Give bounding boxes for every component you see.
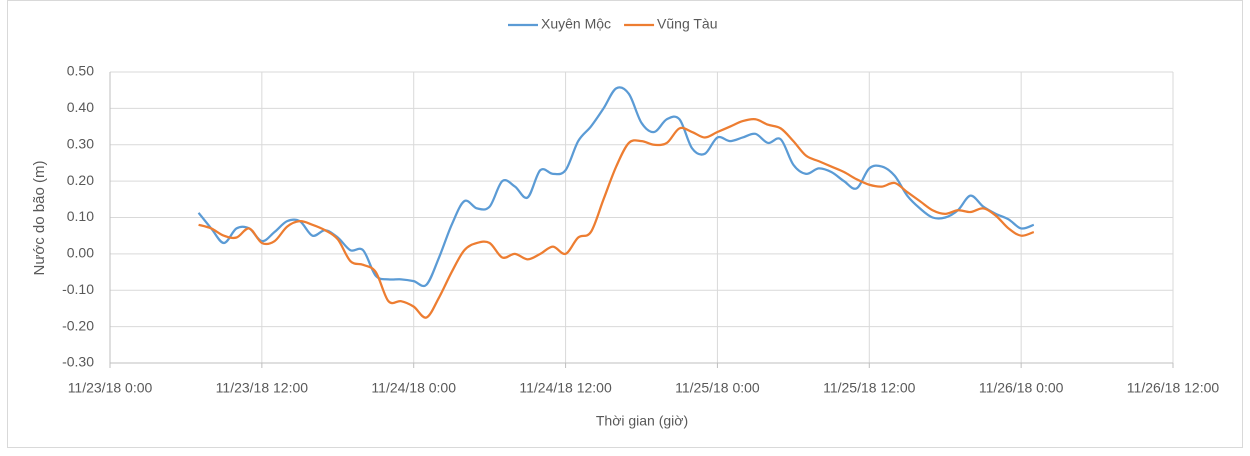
chart-border	[7, 0, 1243, 448]
x-tick-label: 11/25/18 0:00	[675, 380, 760, 396]
x-tick-label: 11/26/18 0:00	[979, 380, 1064, 396]
y-tick-label: 0.00	[67, 245, 94, 261]
y-tick-label: -0.30	[62, 354, 94, 370]
x-tick-label: 11/24/18 0:00	[371, 380, 456, 396]
y-tick-label: 0.40	[67, 99, 94, 115]
x-tick-label: 11/25/18 12:00	[823, 380, 916, 396]
legend-label: Xuyên Mộc	[541, 16, 611, 32]
x-tick-label: 11/24/18 12:00	[519, 380, 612, 396]
legend-label: Vũng Tàu	[657, 16, 717, 32]
y-tick-label: -0.20	[62, 317, 94, 333]
y-tick-label: 0.10	[67, 208, 94, 224]
y-axis-title: Nước do bão (m)	[31, 161, 48, 276]
x-tick-label: 11/23/18 0:00	[68, 380, 153, 396]
y-tick-label: -0.10	[62, 281, 94, 297]
x-tick-label: 11/26/18 12:00	[1127, 380, 1220, 396]
series-line	[198, 118, 1035, 319]
y-tick-label: 0.50	[67, 63, 94, 79]
y-tick-label: 0.30	[67, 135, 94, 151]
y-tick-label: 0.20	[67, 172, 94, 188]
x-tick-label: 11/23/18 12:00	[216, 380, 309, 396]
x-axis-title: Thời gian (giờ)	[596, 413, 688, 429]
series-line	[197, 86, 1035, 288]
